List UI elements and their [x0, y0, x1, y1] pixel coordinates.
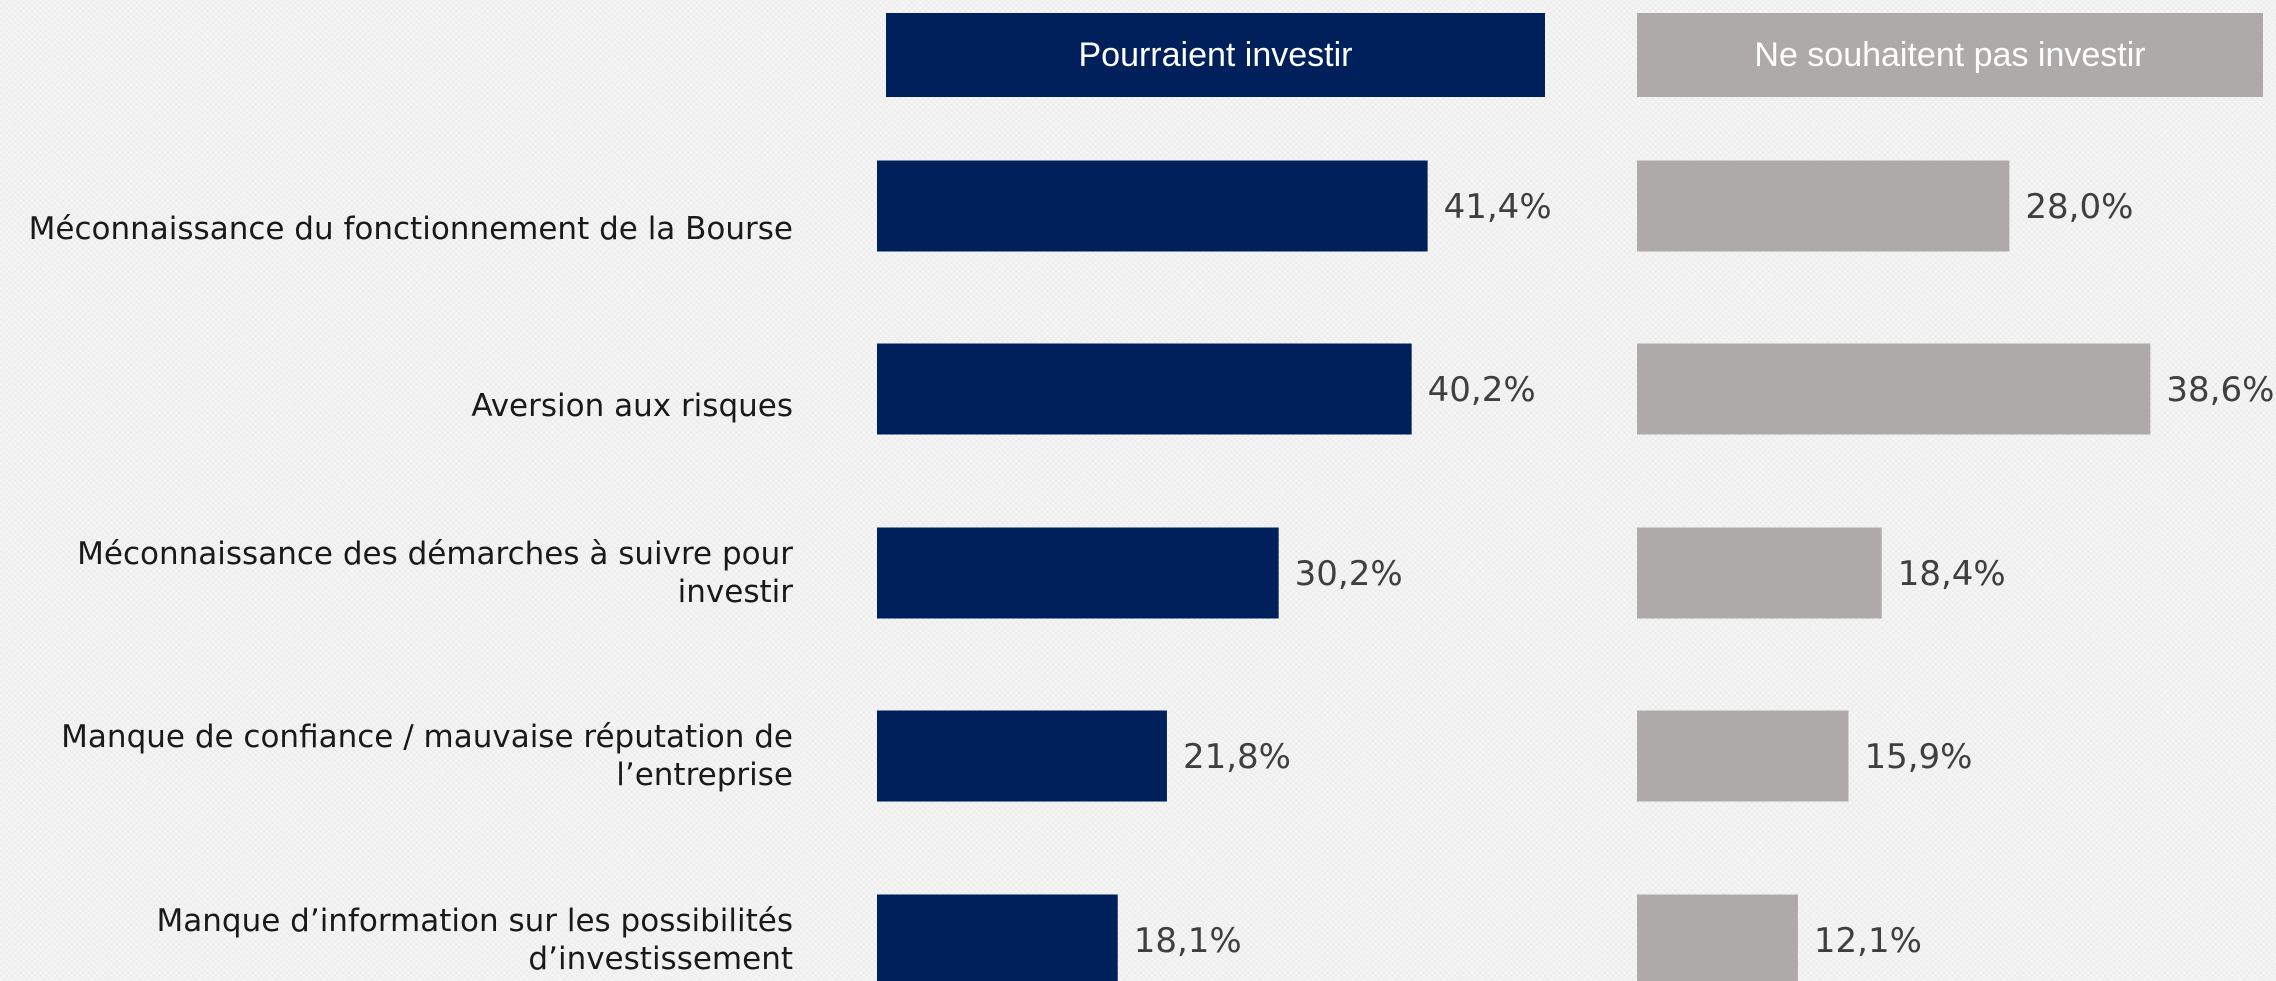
value-label-series1-cat1: 38,6%	[2166, 370, 2274, 410]
value-label-series0-cat4: 18,1%	[1134, 921, 1242, 961]
value-label-series0-cat3: 21,8%	[1183, 737, 1291, 777]
bar-series1-cat4	[1637, 894, 1798, 981]
bar-series0-cat4	[877, 894, 1118, 981]
bar-series0-cat3	[877, 710, 1167, 802]
bar-series1-cat2	[1637, 527, 1882, 619]
series-header-pourraient-investir: Pourraient investir	[886, 13, 1545, 97]
value-label-series1-cat3: 15,9%	[1864, 737, 1972, 777]
bar-series0-cat0	[877, 160, 1428, 252]
bar-series0-cat2	[877, 527, 1279, 619]
value-label-series1-cat4: 12,1%	[1814, 921, 1922, 961]
category-label-aversion-risques: Aversion aux risques	[471, 388, 793, 424]
bar-series0-cat1	[877, 343, 1412, 435]
series-header-ne-souhaitent-pas-investir: Ne souhaitent pas investir	[1637, 13, 2263, 97]
category-label-manque-confiance: Manque de confiance / mauvaise réputatio…	[61, 719, 793, 793]
category-label-meconnaissance-demarches: Méconnaissance des démarches à suivre po…	[77, 536, 793, 610]
value-label-series0-cat0: 41,4%	[1444, 187, 1552, 227]
bar-series1-cat3	[1637, 710, 1849, 802]
category-label-manque-information: Manque d’information sur les possibilité…	[156, 903, 793, 977]
category-label-meconnaissance-fonctionnement: Méconnaissance du fonctionnement de la B…	[28, 211, 793, 247]
bar-series1-cat0	[1637, 160, 2010, 252]
value-label-series0-cat1: 40,2%	[1428, 370, 1536, 410]
value-label-series1-cat2: 18,4%	[1898, 554, 2006, 594]
value-label-series1-cat0: 28,0%	[2025, 187, 2133, 227]
value-label-series0-cat2: 30,2%	[1295, 554, 1403, 594]
bar-series1-cat1	[1637, 343, 2151, 435]
